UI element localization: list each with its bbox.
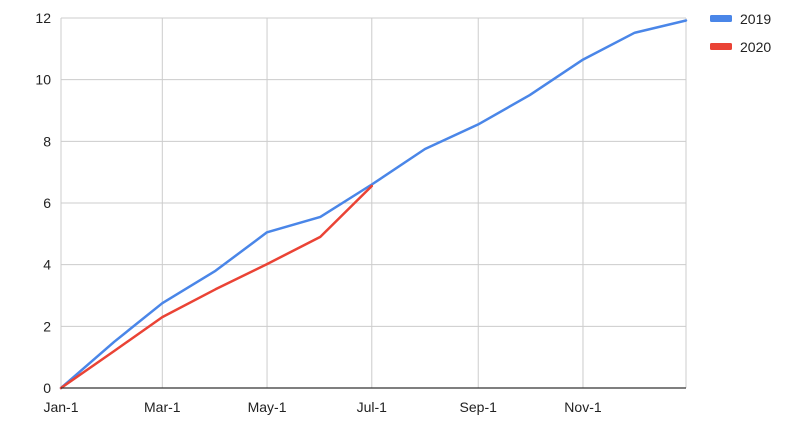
- legend-label: 2019: [740, 11, 771, 27]
- legend-swatch: [710, 43, 732, 50]
- data-point-2019: [527, 93, 532, 98]
- y-tick-label: 12: [35, 10, 51, 26]
- x-tick-label: Mar-1: [144, 399, 181, 415]
- x-tick-label: May-1: [248, 399, 287, 415]
- y-tick-label: 10: [35, 72, 51, 88]
- y-tick-label: 2: [43, 318, 51, 334]
- data-point-2019: [581, 57, 586, 62]
- chart-legend[interactable]: 2019 2020: [710, 11, 771, 55]
- series-line-2020[interactable]: [59, 184, 374, 390]
- data-point-2019: [160, 301, 165, 306]
- y-tick-label: 0: [43, 380, 51, 396]
- legend-label: 2020: [740, 39, 771, 55]
- y-tick-label: 8: [43, 133, 51, 149]
- data-point-2019: [632, 30, 637, 35]
- data-point-2019: [265, 230, 270, 235]
- data-point-2019: [213, 268, 218, 273]
- data-point-2019: [318, 214, 323, 219]
- x-tick-label: Sep-1: [460, 399, 498, 415]
- legend-swatch: [710, 15, 732, 22]
- data-point-2020: [213, 287, 218, 292]
- data-point-2020: [318, 234, 323, 239]
- data-point-2019: [423, 147, 428, 152]
- x-tick-label: Jul-1: [357, 399, 388, 415]
- series-line-2019[interactable]: [59, 19, 688, 390]
- data-point-2019: [112, 339, 117, 344]
- y-axis-tick-labels: 0 2 4 6 8 10 12: [35, 10, 51, 396]
- legend-item-2020[interactable]: 2020: [710, 39, 771, 55]
- x-tick-label: Jan-1: [43, 399, 78, 415]
- data-point-2019: [684, 18, 689, 23]
- x-axis-tick-labels: Jan-1 Mar-1 May-1 Jul-1 Sep-1 Nov-1: [43, 399, 601, 415]
- data-point-2019: [476, 122, 481, 127]
- x-tick-label: Nov-1: [564, 399, 602, 415]
- chart-series: [59, 18, 689, 390]
- data-point-2020: [369, 184, 374, 189]
- chart-grid: [60, 17, 687, 388]
- y-tick-label: 4: [43, 257, 51, 273]
- data-point-2020: [112, 349, 117, 354]
- y-tick-label: 6: [43, 195, 51, 211]
- legend-item-2019[interactable]: 2019: [710, 11, 771, 27]
- data-point-2020: [265, 262, 270, 267]
- data-point-2020: [160, 315, 165, 320]
